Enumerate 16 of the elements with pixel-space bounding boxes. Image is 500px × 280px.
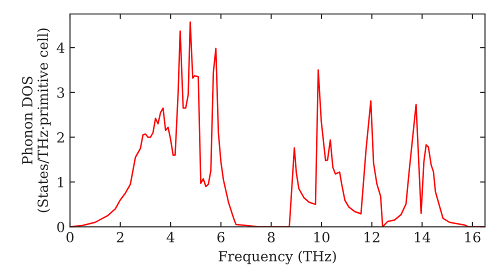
y-tick-label: 1	[58, 176, 64, 188]
y-axis-title: Phonon DOS (States/THz·primitive cell)	[22, 28, 51, 212]
y-tick-label: 3	[57, 87, 64, 98]
x-tick-label: 10	[314, 232, 330, 242]
y-tick-label: 0	[57, 222, 64, 232]
x-tick-label: 6	[217, 232, 224, 242]
x-tick-label: 4	[166, 232, 174, 242]
x-tick-label: 8	[268, 232, 275, 242]
x-tick-label: 14	[414, 232, 430, 242]
y-tick-label: 2	[57, 132, 64, 142]
x-tick-label: 2	[116, 232, 124, 242]
x-tick-label: 16	[465, 232, 480, 242]
x-tick-label: 12	[364, 232, 380, 242]
x-axis-title: Frequency (THz)	[218, 250, 336, 264]
y-tick-label: 4	[56, 42, 64, 53]
x-tick-label: 0	[66, 232, 74, 242]
